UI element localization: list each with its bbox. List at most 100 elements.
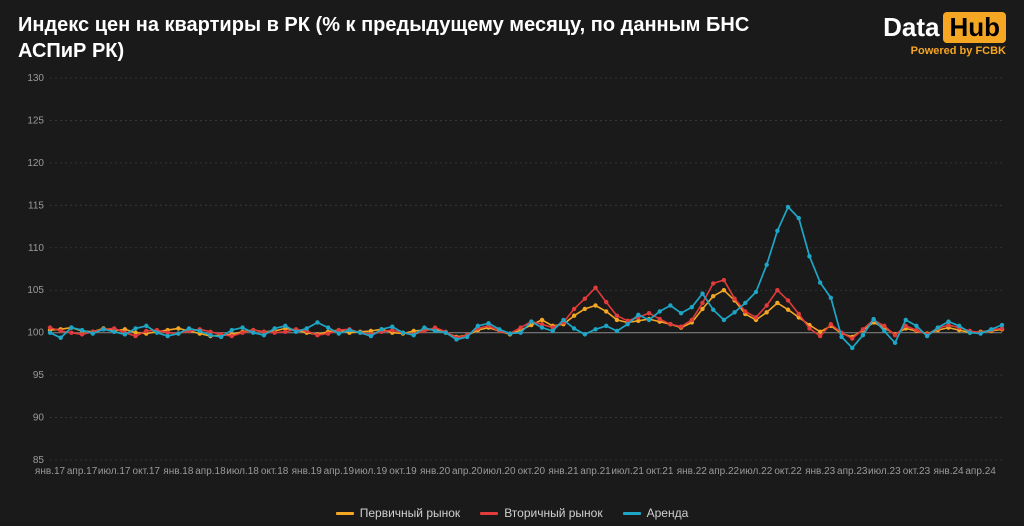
legend-label: Аренда <box>647 506 689 520</box>
series-marker <box>187 326 191 330</box>
series-marker <box>711 294 715 298</box>
x-tick-label: июл.23 <box>868 466 901 477</box>
series-marker <box>893 333 897 337</box>
series-marker <box>797 312 801 316</box>
series-marker <box>850 336 854 340</box>
legend-item: Вторичный рынок <box>480 506 602 520</box>
series-marker <box>679 325 683 329</box>
chart-area: 859095100105110115120125130янв.17апр.17и… <box>18 72 1010 490</box>
series-marker <box>807 326 811 330</box>
line-chart-svg: 859095100105110115120125130янв.17апр.17и… <box>18 72 1010 490</box>
series-marker <box>337 331 341 335</box>
series-marker <box>358 330 362 334</box>
x-tick-label: апр.20 <box>452 466 483 477</box>
series-marker <box>219 335 223 339</box>
x-tick-label: окт.23 <box>903 466 931 477</box>
series-marker <box>101 327 105 331</box>
series-marker <box>764 310 768 314</box>
series-marker <box>251 330 255 334</box>
series-marker <box>230 334 234 338</box>
series-marker <box>540 325 544 329</box>
series-marker <box>133 334 137 338</box>
y-tick-label: 100 <box>27 328 44 339</box>
series-marker <box>176 331 180 335</box>
series-marker <box>144 329 148 333</box>
series-marker <box>658 317 662 321</box>
legend: Первичный рынокВторичный рынокАренда <box>0 504 1024 521</box>
series-marker <box>850 346 854 350</box>
series-marker <box>369 334 373 338</box>
series-marker <box>155 330 159 334</box>
x-tick-label: окт.21 <box>646 466 674 477</box>
series-marker <box>326 331 330 335</box>
series-marker <box>658 309 662 313</box>
series-marker <box>797 216 801 220</box>
series-marker <box>390 325 394 329</box>
x-tick-label: апр.19 <box>324 466 355 477</box>
series-marker <box>829 322 833 326</box>
x-tick-label: янв.24 <box>933 466 964 477</box>
series-marker <box>69 330 73 334</box>
chart-title: Индекс цен на квартиры в РК (% к предыду… <box>18 12 778 64</box>
series-marker <box>764 263 768 267</box>
x-tick-label: янв.19 <box>292 466 323 477</box>
series-marker <box>711 308 715 312</box>
series-marker <box>668 303 672 307</box>
x-tick-label: окт.18 <box>261 466 289 477</box>
series-marker <box>786 205 790 209</box>
x-tick-label: апр.23 <box>837 466 868 477</box>
x-tick-label: апр.18 <box>195 466 226 477</box>
series-marker <box>433 329 437 333</box>
series-marker <box>80 328 84 332</box>
series-marker <box>497 327 501 331</box>
series-marker <box>775 301 779 305</box>
header: Индекс цен на квартиры в РК (% к предыду… <box>0 0 1024 64</box>
series-marker <box>80 332 84 336</box>
logo-block: Data Hub Powered by FCBK <box>883 12 1006 57</box>
series-marker <box>690 305 694 309</box>
series-marker <box>69 325 73 329</box>
series-marker <box>315 320 319 324</box>
series-marker <box>807 254 811 258</box>
series-marker <box>615 329 619 333</box>
logo-sub: Powered by FCBK <box>883 45 1006 57</box>
series-marker <box>593 327 597 331</box>
x-tick-label: апр.24 <box>965 466 996 477</box>
legend-label: Вторичный рынок <box>504 506 602 520</box>
series-marker <box>679 311 683 315</box>
series-marker <box>561 318 565 322</box>
x-tick-label: июл.17 <box>98 466 131 477</box>
series-marker <box>754 290 758 294</box>
logo-left: Data <box>883 12 939 43</box>
series-marker <box>294 330 298 334</box>
y-tick-label: 85 <box>33 455 45 466</box>
series-marker <box>861 333 865 337</box>
series-marker <box>208 333 212 337</box>
series-marker <box>572 313 576 317</box>
series-marker <box>732 297 736 301</box>
legend-swatch <box>480 512 498 515</box>
series-marker <box>893 341 897 345</box>
series-marker <box>647 311 651 315</box>
series-marker <box>240 325 244 329</box>
logo-right: Hub <box>943 12 1006 43</box>
series-marker <box>743 301 747 305</box>
series-marker <box>615 318 619 322</box>
x-tick-label: янв.20 <box>420 466 451 477</box>
series-marker <box>732 310 736 314</box>
series-marker <box>48 325 52 329</box>
series-marker <box>48 330 52 334</box>
series-marker <box>871 317 875 321</box>
series-marker <box>968 330 972 334</box>
series-marker <box>722 288 726 292</box>
series-marker <box>123 332 127 336</box>
series-marker <box>165 334 169 338</box>
series-marker <box>668 322 672 326</box>
series-marker <box>936 325 940 329</box>
series-marker <box>272 326 276 330</box>
x-tick-label: окт.17 <box>133 466 161 477</box>
series-marker <box>572 326 576 330</box>
series-marker <box>476 324 480 328</box>
series-marker <box>133 326 137 330</box>
series-marker <box>262 333 266 337</box>
